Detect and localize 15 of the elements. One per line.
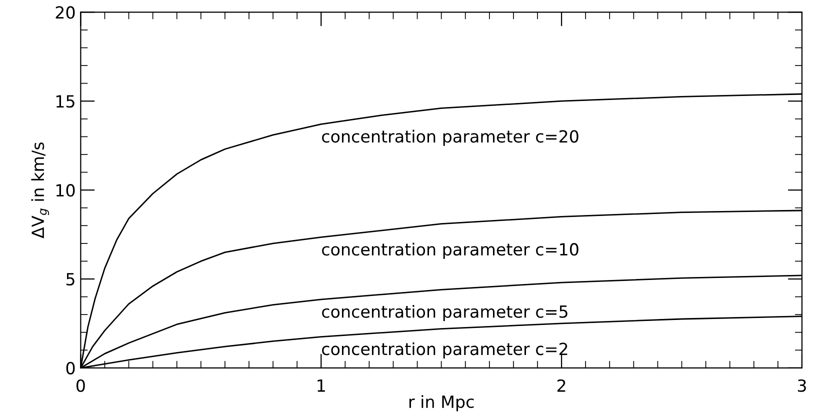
series-label: concentration parameter c=5 (322, 304, 568, 322)
y-tick-label: 5 (66, 273, 74, 286)
y-tick-label: 10 (56, 184, 75, 197)
x-tick-label: 2 (557, 379, 566, 392)
series-label: concentration parameter c=10 (322, 242, 578, 259)
y-tick-label: 0 (66, 362, 75, 374)
x-tick-label: 3 (798, 379, 806, 392)
series-label: concentration parameter c=2 (322, 342, 568, 358)
x-tick-label: 0 (76, 379, 85, 392)
y-tick-label: 15 (56, 95, 74, 108)
y-axis-title: ΔV$_{g}$ in km/s (31, 142, 50, 238)
y-tick-label: 20 (56, 6, 75, 19)
x-axis-title: r in Mpc (409, 395, 474, 412)
series-label: concentration parameter c=20 (322, 130, 578, 146)
x-tick-label: 1 (318, 380, 325, 392)
